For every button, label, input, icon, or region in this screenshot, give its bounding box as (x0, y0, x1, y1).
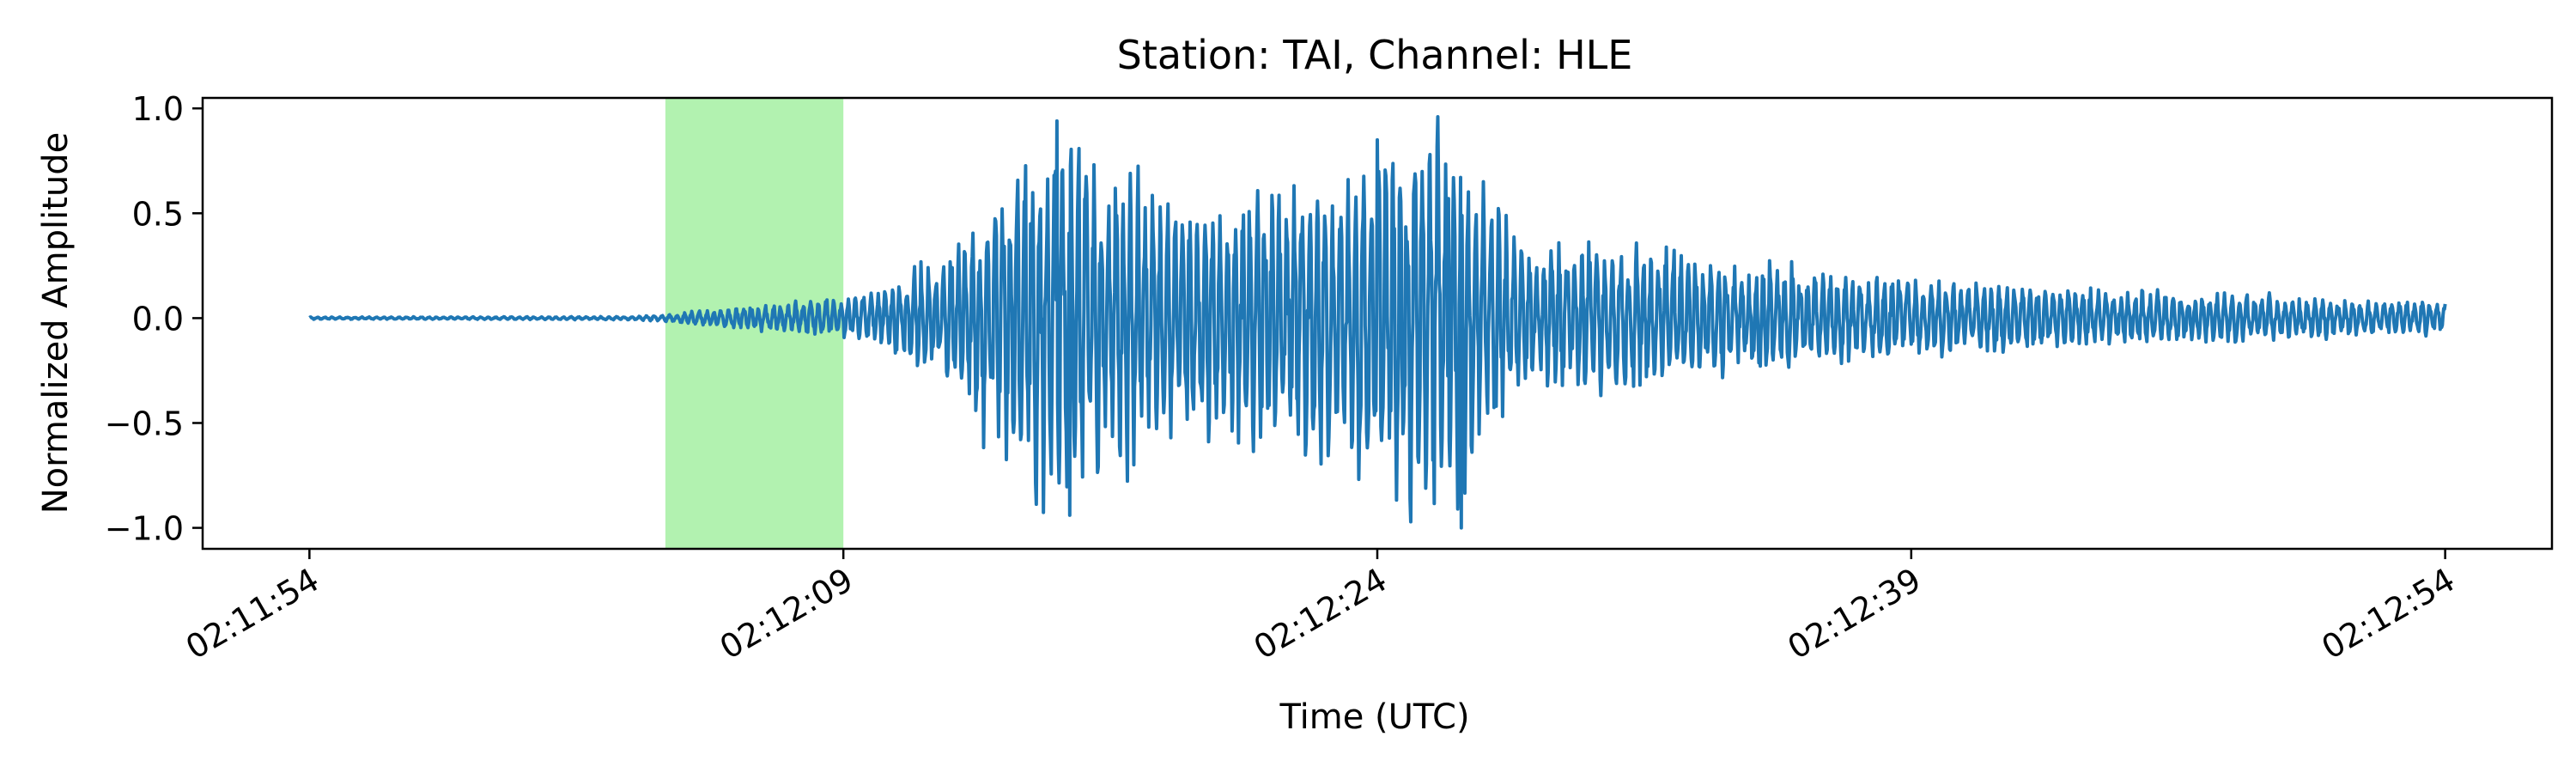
trace-group (308, 114, 2447, 530)
x-tick-label: 02:11:54 (179, 561, 325, 666)
y-tick-label: 0.0 (132, 300, 184, 338)
x-axis-label: Time (UTC) (1279, 697, 1469, 737)
x-tick-label: 02:12:54 (2315, 561, 2461, 666)
x-tick-label: 02:12:09 (714, 561, 860, 666)
y-tick-label: 1.0 (132, 90, 184, 128)
x-tick-label: 02:12:24 (1248, 561, 1394, 666)
x-axis: 02:11:54 02:12:09 02:12:24 02:12:39 02:12:54 (179, 549, 2461, 666)
seismic-trace-line (308, 114, 2447, 530)
y-tick-label: −1.0 (105, 510, 184, 548)
y-axis-label: Normalized Amplitude (36, 132, 76, 514)
y-tick-label: 0.5 (132, 195, 184, 233)
chart-title: Station: TAI, Channel: HLE (1117, 32, 1633, 78)
y-axis: 1.0 0.5 0.0 −0.5 −1.0 (105, 90, 203, 548)
x-tick-label: 02:12:39 (1782, 561, 1928, 666)
y-tick-label: −0.5 (105, 405, 184, 442)
